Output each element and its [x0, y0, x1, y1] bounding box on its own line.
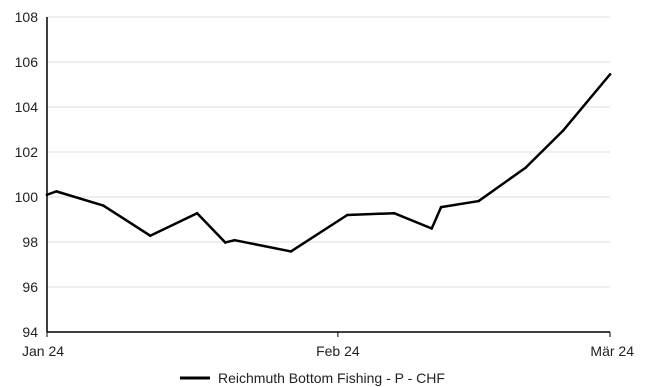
data-point [430, 227, 434, 230]
data-point [223, 241, 227, 244]
y-tick-label: 98 [22, 234, 38, 250]
data-point [439, 205, 443, 209]
y-tick-label: 100 [15, 189, 39, 205]
data-point [55, 190, 58, 193]
x-tick-label: Mär 24 [590, 343, 634, 359]
x-tick-label: Jan 24 [22, 343, 64, 359]
legend: Reichmuth Bottom Fishing - P - CHF [180, 370, 445, 386]
y-axis: 94 96 98 100 102 104 106 108 [15, 9, 48, 340]
data-point [392, 211, 396, 215]
data-point [477, 199, 480, 203]
x-axis: Jan 24 Feb 24 Mär 24 [22, 331, 634, 359]
data-point [195, 211, 199, 215]
data-point [102, 204, 105, 207]
series-layer [45, 73, 612, 253]
series-line [45, 73, 612, 253]
gridlines [47, 16, 610, 288]
data-point [561, 129, 565, 132]
y-tick-label: 108 [15, 9, 39, 25]
data-point [608, 73, 612, 76]
data-point [524, 166, 527, 170]
data-point [233, 238, 236, 242]
data-point [345, 213, 349, 217]
y-tick-label: 102 [15, 144, 39, 160]
legend-label: Reichmuth Bottom Fishing - P - CHF [218, 370, 445, 386]
data-point [148, 234, 152, 237]
x-tick-label: Feb 24 [316, 343, 360, 359]
y-tick-label: 104 [15, 99, 39, 115]
y-tick-label: 96 [22, 279, 38, 295]
y-tick-label: 94 [22, 324, 38, 340]
data-point [45, 193, 49, 197]
y-tick-label: 106 [15, 54, 39, 70]
data-point [289, 250, 293, 253]
